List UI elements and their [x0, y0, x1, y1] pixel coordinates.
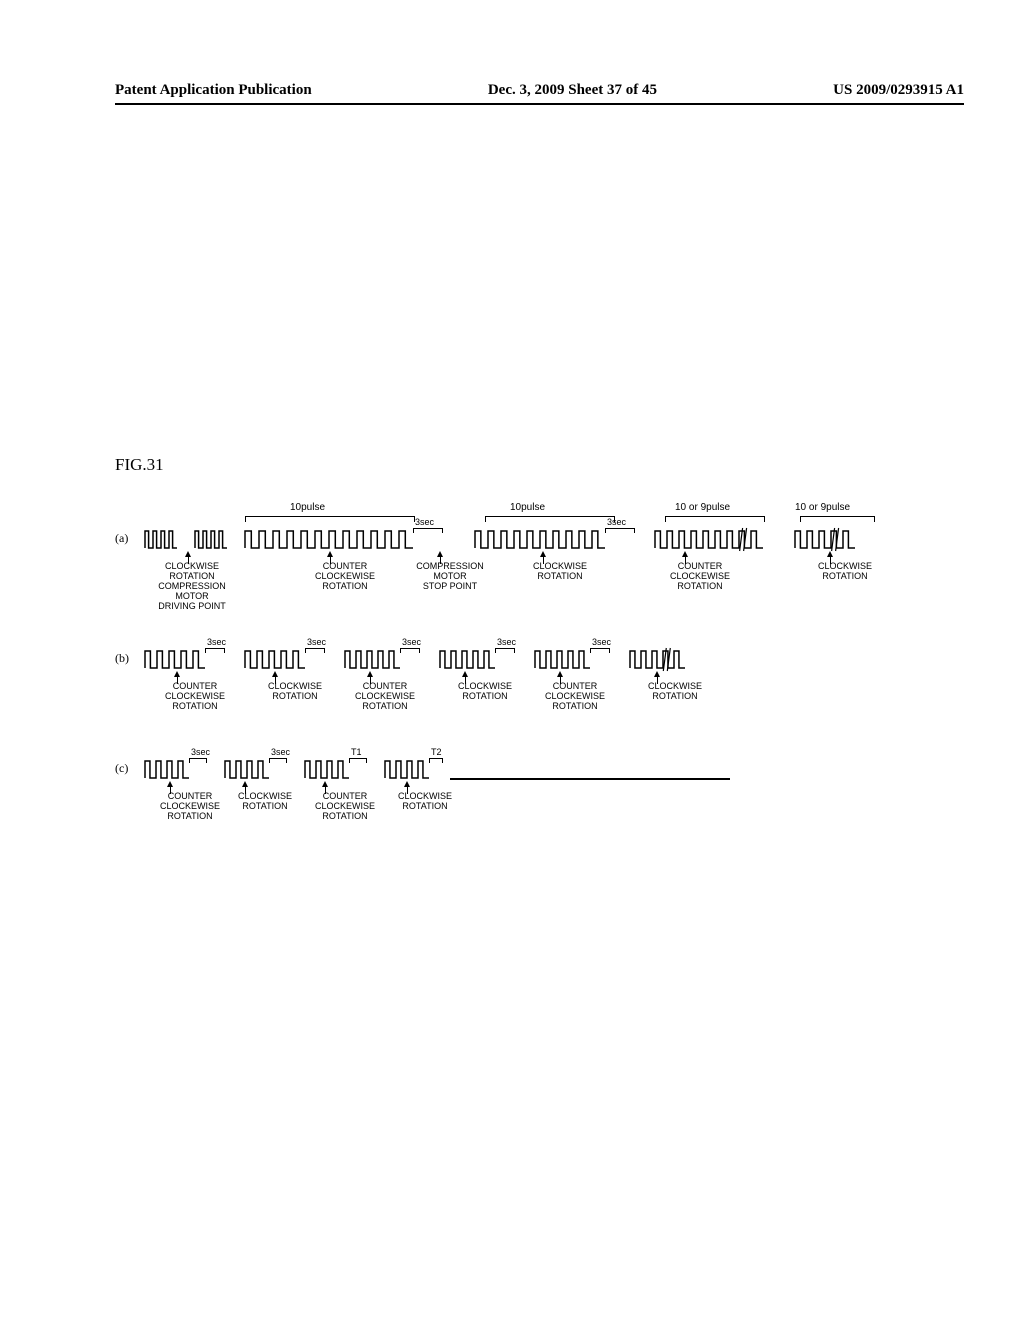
gap-label: 3sec — [497, 638, 516, 648]
gap-label: 3sec — [271, 748, 290, 758]
header-left: Patent Application Publication — [115, 82, 312, 99]
rotation-label: COMPRESSIONMOTORSTOP POINT — [405, 562, 495, 592]
pulse-train — [145, 530, 181, 550]
pulse-train — [475, 530, 609, 550]
gap-bracket — [205, 648, 225, 653]
pulse-train — [195, 530, 231, 550]
rotation-label: COUNTERCLOCKEWISEROTATION — [530, 682, 620, 712]
rotation-label: COUNTERCLOCKEWISEROTATION — [340, 682, 430, 712]
row-label: (b) — [115, 652, 129, 665]
rotation-label: COUNTERCLOCKEWISEROTATION — [150, 682, 240, 712]
flat-line — [450, 778, 730, 780]
gap-bracket — [495, 648, 515, 653]
pulse-count-label: 10 or 9pulse — [675, 502, 730, 513]
pulse-train — [245, 530, 417, 550]
page-header: Patent Application Publication Dec. 3, 2… — [115, 82, 964, 105]
pulse-train — [145, 760, 193, 780]
gap-bracket — [590, 648, 610, 653]
gap-bracket — [305, 648, 325, 653]
gap-label: 3sec — [191, 748, 210, 758]
rotation-label: CLOCKWISEROTATION — [220, 792, 310, 812]
rotation-label: CLOCKWISEROTATION — [440, 682, 530, 702]
page: Patent Application Publication Dec. 3, 2… — [0, 0, 1024, 1320]
gap-bracket — [400, 648, 420, 653]
rotation-label: CLOCKWISEROTATION — [380, 792, 470, 812]
gap-bracket — [413, 528, 443, 533]
timing-diagram: (a) 10pulse 10pulse 10 or 9pulse 10 or 9puls… — [115, 495, 875, 915]
pulse-train — [655, 530, 767, 550]
figure-label: FIG.31 — [115, 455, 964, 475]
rotation-label: CLOCKWISEROTATION — [515, 562, 605, 582]
bracket — [800, 516, 875, 522]
pulse-train — [145, 650, 209, 670]
gap-bracket — [349, 758, 367, 763]
rotation-label: CLOCKWISEROTATION — [250, 682, 340, 702]
pulse-train — [385, 760, 433, 780]
pulse-count-label: 10 or 9pulse — [795, 502, 850, 513]
pulse-count-label: 10pulse — [510, 502, 545, 513]
pulse-count-label: 10pulse — [290, 502, 325, 513]
header-center: Dec. 3, 2009 Sheet 37 of 45 — [488, 82, 657, 99]
pulse-train — [345, 650, 404, 670]
gap-label: 3sec — [402, 638, 421, 648]
rotation-label: COUNTERCLOCKEWISEROTATION — [655, 562, 745, 592]
pulse-train — [795, 530, 859, 550]
pulse-train — [305, 760, 353, 780]
pulse-train — [245, 650, 309, 670]
bracket — [245, 516, 415, 522]
gap-label: 3sec — [592, 638, 611, 648]
row-label: (a) — [115, 532, 128, 545]
pulse-train — [225, 760, 273, 780]
gap-label: T2 — [431, 748, 442, 758]
gap-label: 3sec — [607, 518, 626, 528]
pulse-train — [535, 650, 594, 670]
rotation-label: COUNTERCLOCKEWISEROTATION — [300, 792, 390, 822]
gap-bracket — [189, 758, 207, 763]
pulse-train — [440, 650, 499, 670]
gap-label: 3sec — [207, 638, 226, 648]
gap-bracket — [269, 758, 287, 763]
header-right: US 2009/0293915 A1 — [833, 82, 964, 99]
rotation-label: CLOCKWISE ROTATIONCOMPRESSION MOTORDRIVI… — [147, 562, 237, 611]
rotation-label: CLOCKWISEROTATION — [630, 682, 720, 702]
rotation-label: COUNTERCLOCKEWISEROTATION — [300, 562, 390, 592]
rotation-label: CLOCKWISEROTATION — [800, 562, 890, 582]
bracket — [485, 516, 615, 522]
row-label: (c) — [115, 762, 128, 775]
gap-bracket — [605, 528, 635, 533]
bracket — [665, 516, 765, 522]
gap-bracket — [429, 758, 443, 763]
gap-label: 3sec — [307, 638, 326, 648]
gap-label: T1 — [351, 748, 362, 758]
gap-label: 3sec — [415, 518, 434, 528]
pulse-train — [630, 650, 689, 670]
